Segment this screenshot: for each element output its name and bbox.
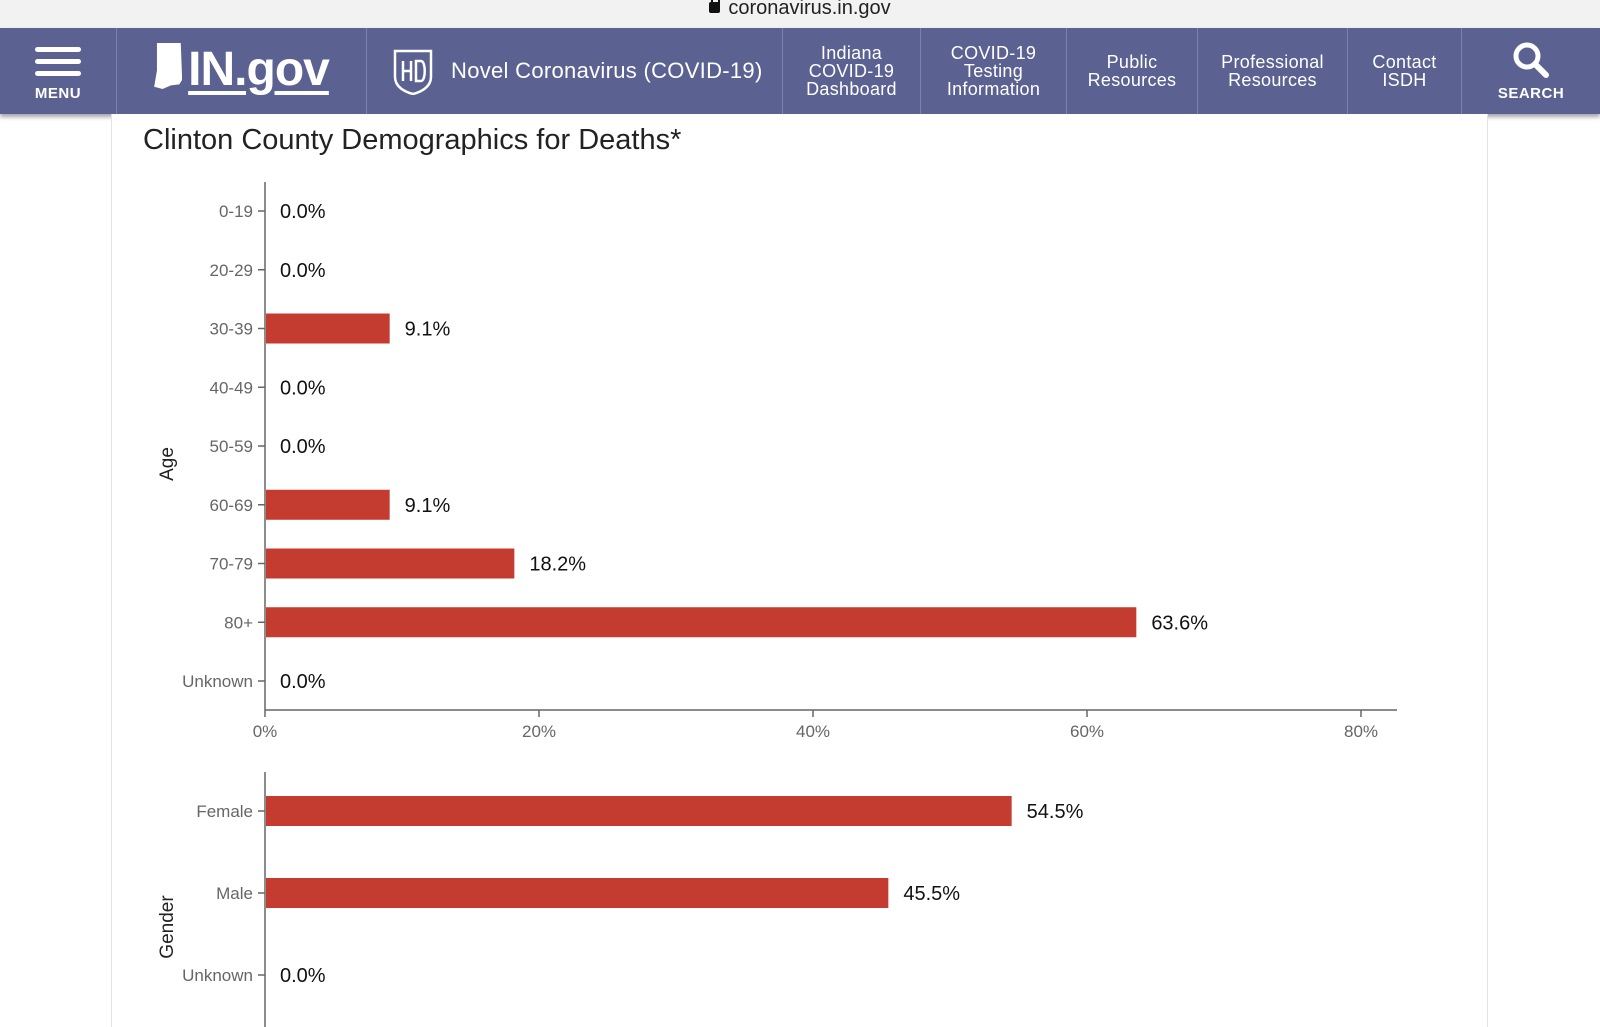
age-value-label: 9.1% <box>405 495 451 517</box>
gender-value-label: 45.5% <box>903 883 960 905</box>
gender-tick-label: Unknown <box>182 966 253 985</box>
nav-link-line: Information <box>946 79 1041 99</box>
section-label: Novel Coronavirus (COVID-19) <box>451 58 763 83</box>
age-value-label: 9.1% <box>405 319 451 341</box>
search-button[interactable]: SEARCH <box>1462 28 1600 114</box>
age-bar <box>266 607 1137 638</box>
age-value-label: 0.0% <box>280 201 326 223</box>
gender-value-label: 0.0% <box>280 965 326 987</box>
search-icon <box>1513 42 1549 78</box>
age-x-tick-label: 40% <box>796 722 830 741</box>
age-tick-label: 30-39 <box>210 320 253 339</box>
age-tick-label: 80+ <box>224 613 253 632</box>
logo-text: IN.gov <box>188 43 330 96</box>
nav-link-dashboard[interactable]: Indiana COVID-19 Dashboard <box>783 28 921 114</box>
age-value-label: 0.0% <box>280 377 326 399</box>
gender-bar <box>266 878 889 908</box>
nav-link-testing[interactable]: COVID-19 Testing Information <box>921 28 1067 114</box>
age-axis-title: Age <box>157 447 178 481</box>
age-tick-label: Unknown <box>182 672 253 691</box>
nav-link-line: Professional <box>1221 52 1324 72</box>
age-bar <box>266 548 515 579</box>
nav-link-line: ISDH <box>1382 70 1427 90</box>
gender-value-label: 54.5% <box>1027 801 1084 823</box>
nav-link-line: Indiana <box>820 43 883 63</box>
age-x-tick-label: 60% <box>1070 722 1104 741</box>
menu-button[interactable]: MENU <box>0 28 117 114</box>
gender-bar <box>266 796 1012 826</box>
age-tick-label: 0-19 <box>219 202 253 221</box>
nav-link-line: Resources <box>1087 70 1177 90</box>
age-value-label: 63.6% <box>1151 612 1208 634</box>
nav-link-professional-resources[interactable]: Professional Resources <box>1198 28 1348 114</box>
search-label: SEARCH <box>1497 84 1565 102</box>
in-gov-logo[interactable]: IN.gov <box>117 28 367 114</box>
age-bar <box>266 489 390 520</box>
nav-link-line: COVID-19 <box>808 61 895 81</box>
age-tick-label: 50-59 <box>210 437 253 456</box>
nav-link-line: COVID-19 <box>950 43 1037 63</box>
gender-tick-label: Female <box>196 802 253 821</box>
age-value-label: 18.2% <box>529 554 586 576</box>
nav-link-contact[interactable]: Contact ISDH <box>1348 28 1462 114</box>
indiana-state-icon <box>154 43 183 89</box>
nav-link-public-resources[interactable]: Public Resources <box>1067 28 1198 114</box>
age-value-label: 0.0% <box>280 260 326 282</box>
gender-tick-label: Male <box>216 884 253 903</box>
isdh-shield-icon <box>393 49 433 95</box>
gender-axis-title: Gender <box>157 895 178 959</box>
age-bar <box>266 313 390 344</box>
age-value-label: 0.0% <box>280 671 326 693</box>
browser-url-bar[interactable]: coronavirus.in.gov <box>0 0 1600 28</box>
nav-link-line: Testing <box>963 61 1024 81</box>
top-nav: MENU IN.gov Novel Coronavirus (COVID-19)… <box>0 28 1600 114</box>
hamburger-icon <box>35 46 81 77</box>
age-x-tick-label: 0% <box>253 722 278 741</box>
menu-label: MENU <box>34 84 82 102</box>
nav-link-line: Resources <box>1228 70 1317 90</box>
covid-section-link[interactable]: Novel Coronavirus (COVID-19) <box>367 28 783 114</box>
age-x-tick-label: 80% <box>1344 722 1378 741</box>
age-value-label: 0.0% <box>280 436 326 458</box>
age-tick-label: 60-69 <box>210 496 253 515</box>
url-text: coronavirus.in.gov <box>728 0 891 19</box>
page-title: Clinton County Demographics for Deaths* <box>143 124 682 156</box>
age-x-tick-label: 20% <box>522 722 556 741</box>
nav-link-line: Contact <box>1372 52 1437 72</box>
nav-link-line: Dashboard <box>806 79 897 99</box>
lock-icon <box>709 0 721 13</box>
nav-link-line: Public <box>1106 52 1158 72</box>
age-tick-label: 20-29 <box>210 261 253 280</box>
age-tick-label: 40-49 <box>210 378 253 397</box>
age-tick-label: 70-79 <box>210 555 253 574</box>
